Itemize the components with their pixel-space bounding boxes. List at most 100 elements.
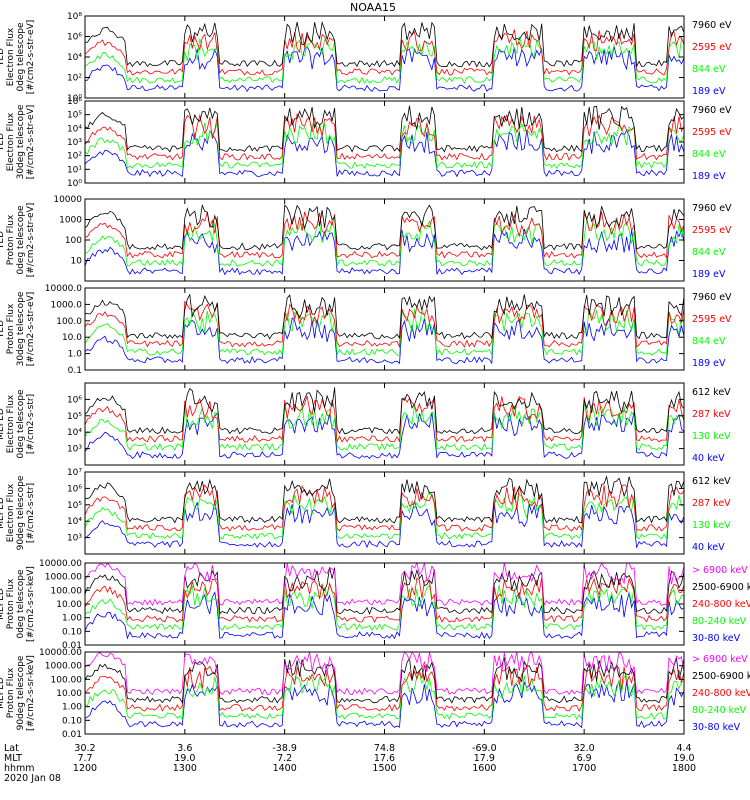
y-tick-label: 10³ <box>67 445 82 455</box>
y-axis-label-line: MEPED <box>0 408 6 440</box>
legend-entry: 2595 eV <box>692 314 732 325</box>
y-tick-label: 10.00 <box>56 600 82 610</box>
y-axis-label-line: 0deg telescope <box>16 205 26 275</box>
y-tick-label: 0.01 <box>62 641 82 651</box>
y-axis-label-line: Electron Flux <box>6 112 16 171</box>
x-tick-label: 1600 <box>472 763 496 774</box>
series-trace <box>84 664 685 712</box>
x-tick-label: 1400 <box>273 763 297 774</box>
legend-entry: 7960 eV <box>692 105 732 116</box>
y-tick-label: 1000.00 <box>45 573 82 583</box>
y-axis-label: TEDProton Flux0deg telescope[#/cm2-s-str… <box>0 203 36 278</box>
y-axis-label-line: Proton Flux <box>6 303 16 354</box>
legend-entry: 40 keV <box>692 453 725 464</box>
y-tick-label: 100.0 <box>56 317 82 327</box>
y-axis-label-line: 0deg telescope <box>16 389 26 459</box>
y-tick-label: 10.0 <box>62 333 82 343</box>
series-trace <box>84 582 685 631</box>
legend-entry: > 6900 keV <box>692 565 748 576</box>
legend-entry: 844 eV <box>692 247 726 258</box>
y-tick-label: 10² <box>67 152 82 162</box>
y-tick-label: 10⁸ <box>67 12 82 22</box>
legend-entry: 189 eV <box>692 86 726 97</box>
y-tick-label: 10³ <box>67 534 82 544</box>
y-axis-label-line: Proton Flux <box>6 578 16 629</box>
x-tick-label: 1700 <box>572 763 596 774</box>
legend-entry: 2595 eV <box>692 127 732 138</box>
legend-entry: 2595 eV <box>692 42 732 53</box>
y-axis-label-line: TED <box>0 320 6 339</box>
x-tick-label: -69.0 <box>472 743 497 754</box>
series-trace <box>84 129 685 178</box>
y-tick-label: 1.0 <box>68 350 83 360</box>
legend-entry: 287 keV <box>692 498 731 509</box>
x-tick-label: 17.6 <box>374 753 395 764</box>
legend-entry: 612 keV <box>692 387 731 398</box>
panel-frame <box>84 100 685 184</box>
legend-entry: > 6900 keV <box>692 654 748 665</box>
y-axis-label: MEPEDProton Flux90deg telescope[#/cm2-s-… <box>0 655 36 731</box>
legend-entry: 844 eV <box>692 336 726 347</box>
series-trace <box>84 501 685 549</box>
y-axis-label-line: [#/cm2-s-str] <box>26 394 36 454</box>
series-trace <box>84 411 685 459</box>
y-tick-label: 10⁴ <box>67 53 82 63</box>
legend-entry: 240-800 keV <box>692 599 750 610</box>
panel-meped-electron-0deg: 10³ 10⁴ 10⁵ 10⁶ MEPEDElectron Flux0deg teles… <box>0 382 731 466</box>
y-tick-label: 1.00 <box>62 703 82 713</box>
legend-entry: 2500-6900 keV <box>692 671 750 682</box>
y-tick-label: 10⁶ <box>67 484 82 494</box>
x-tick-label: 7.2 <box>277 753 292 764</box>
y-axis-label-line: 30deg telescope <box>16 291 26 366</box>
y-tick-label: 1000.0 <box>51 300 83 310</box>
y-axis-label-line: 30deg telescope <box>16 104 26 179</box>
y-tick-label: 0.1 <box>68 366 82 376</box>
y-tick-label: 10⁷ <box>67 468 82 478</box>
y-tick-label: 1.00 <box>62 614 82 624</box>
x-tick-label: 19.0 <box>673 753 694 764</box>
panel-meped-electron-90deg: 10³ 10⁴ 10⁵ 10⁶ 10⁷ MEPEDElectron Flux90deg t… <box>0 468 731 555</box>
x-tick-label: 74.8 <box>374 743 395 754</box>
y-axis-label-line: MEPED <box>0 497 6 529</box>
y-axis-label-line: Proton Flux <box>6 214 16 265</box>
y-tick-label: 10000 <box>53 195 82 205</box>
y-tick-label: 10² <box>67 74 82 84</box>
legend-entry: 287 keV <box>692 409 731 420</box>
y-axis-label-line: [#/cm2-s-str-eV] <box>26 105 36 180</box>
x-tick-label: 3.6 <box>177 743 192 754</box>
y-axis-label: TEDElectron Flux0deg telescope[#/cm2-s-s… <box>0 20 36 95</box>
y-tick-label: 100 <box>65 236 82 246</box>
y-tick-label: 10⁴ <box>67 517 82 527</box>
y-tick-label: 10⁶ <box>67 33 82 43</box>
panel-ted-electron-0deg: 10⁰ 10² 10⁴ 10⁶ 10⁸ TEDElectron Flux0deg tele… <box>0 12 732 104</box>
y-tick-label: 10⁰ <box>67 179 82 189</box>
legend-entry: 30-80 keV <box>692 722 741 733</box>
legend-entry: 189 eV <box>692 171 726 182</box>
legend-entry: 7960 eV <box>692 292 732 303</box>
y-axis-label-line: Electron Flux <box>6 483 16 542</box>
y-tick-label: 10¹ <box>67 165 82 175</box>
series-trace <box>84 490 685 540</box>
y-tick-label: 10⁶ <box>67 97 82 107</box>
legend-entry: 2595 eV <box>692 225 732 236</box>
y-axis-label-line: MEPED <box>0 677 6 709</box>
series-trace <box>84 309 685 357</box>
x-tick-label: 30.2 <box>74 743 95 754</box>
series-trace <box>84 219 685 267</box>
series-trace <box>84 395 685 444</box>
y-tick-label: 10⁰ <box>67 94 82 104</box>
x-tick-label: 1300 <box>173 763 197 774</box>
series-trace <box>84 475 685 524</box>
y-tick-label: 100.00 <box>51 675 83 685</box>
legend-entry: 30-80 keV <box>692 633 741 644</box>
y-axis-label: TEDElectron Flux30deg telescope[#/cm2-s-… <box>0 104 36 179</box>
y-tick-label: 0.10 <box>62 627 82 637</box>
series-trace <box>84 29 685 76</box>
y-axis-label-line: MEPED <box>0 588 6 620</box>
series-trace <box>84 203 685 251</box>
legend-entry: 80-240 keV <box>692 616 747 627</box>
panel-ted-electron-30deg: 10⁰ 10¹ 10² 10³ 10⁴ 10⁵ 10⁶ TEDElectron Flux30d… <box>0 97 732 189</box>
y-tick-label: 10⁴ <box>67 124 82 134</box>
